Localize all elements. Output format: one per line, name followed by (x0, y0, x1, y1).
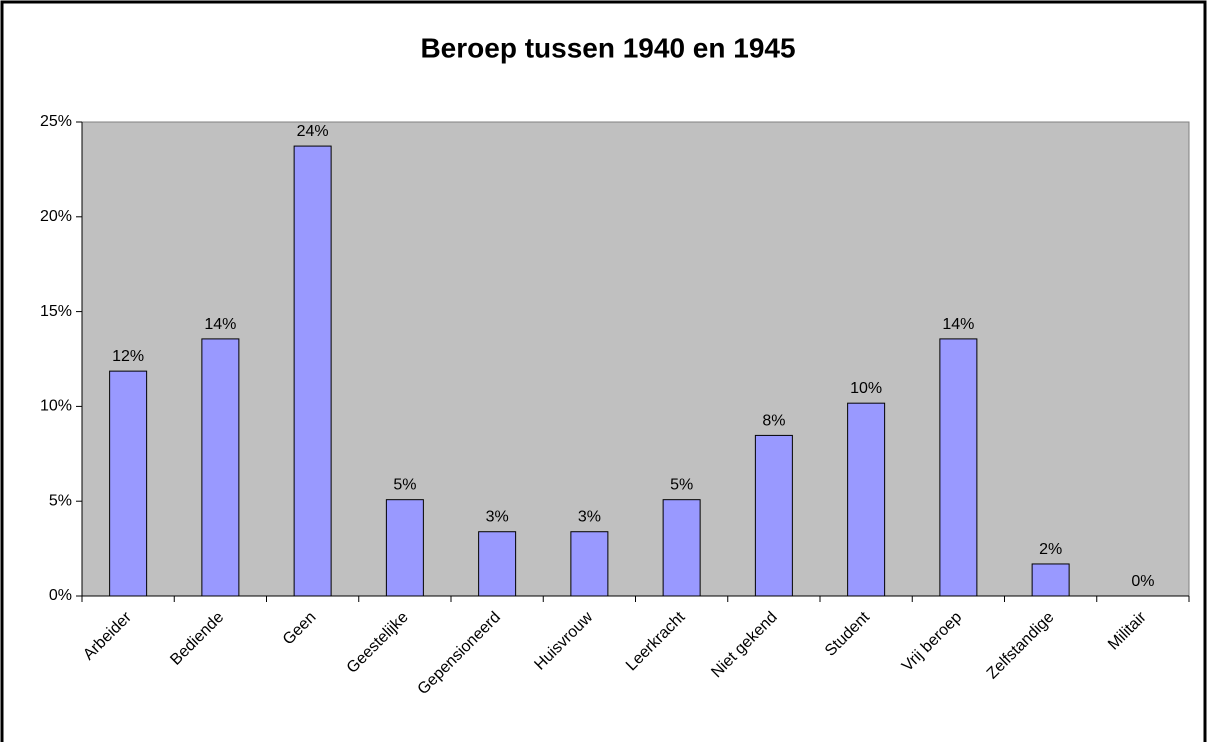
y-tick-label: 20% (40, 208, 72, 225)
value-label: 5% (670, 477, 693, 494)
bar (1031, 563, 1070, 597)
value-label: 5% (393, 477, 416, 494)
value-label: 10% (850, 380, 882, 397)
value-label: 24% (297, 123, 329, 140)
bar (662, 499, 701, 597)
bar (201, 338, 240, 597)
y-tick-label: 0% (49, 587, 72, 604)
value-label: 14% (942, 316, 974, 333)
bar (939, 338, 978, 597)
bar (109, 370, 148, 597)
bar (754, 434, 793, 597)
y-tick-label: 10% (40, 398, 72, 415)
bar (385, 499, 424, 597)
value-label: 3% (486, 509, 509, 526)
bar (570, 531, 609, 597)
value-label: 0% (1131, 573, 1154, 590)
y-tick-label: 25% (40, 113, 72, 130)
value-label: 8% (762, 412, 785, 429)
value-label: 14% (204, 316, 236, 333)
bar (478, 531, 517, 597)
value-label: 2% (1039, 541, 1062, 558)
y-tick-label: 15% (40, 303, 72, 320)
y-tick-label: 5% (49, 492, 72, 509)
bar (847, 402, 886, 597)
chart-title: Beroep tussen 1940 en 1945 (420, 32, 795, 63)
plot-area (81, 121, 1190, 597)
value-label: 3% (578, 509, 601, 526)
value-label: 12% (112, 348, 144, 365)
bar (293, 145, 332, 597)
